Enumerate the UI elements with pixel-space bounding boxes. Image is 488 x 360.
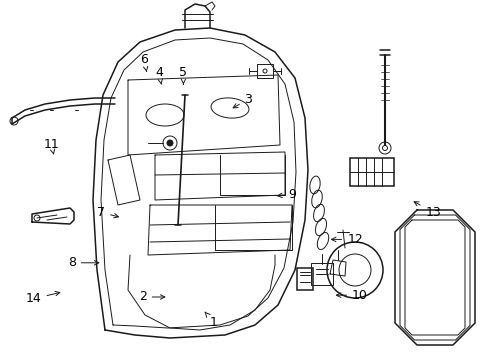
Text: 14: 14: [26, 291, 60, 305]
Bar: [349, 158, 393, 186]
Text: 9: 9: [277, 188, 296, 201]
Text: 1: 1: [204, 312, 217, 329]
Text: 5: 5: [179, 66, 187, 84]
Text: 12: 12: [331, 233, 362, 246]
Text: 2: 2: [139, 291, 164, 303]
Text: 11: 11: [43, 138, 59, 154]
Circle shape: [167, 140, 173, 146]
Text: 4: 4: [155, 66, 163, 84]
Bar: [296, 268, 312, 290]
Text: 7: 7: [97, 206, 118, 219]
Bar: [257, 64, 272, 78]
Text: 8: 8: [68, 256, 99, 269]
Text: 10: 10: [336, 289, 367, 302]
Text: 13: 13: [413, 202, 440, 219]
Text: 6: 6: [140, 53, 148, 72]
Text: 3: 3: [233, 93, 252, 108]
